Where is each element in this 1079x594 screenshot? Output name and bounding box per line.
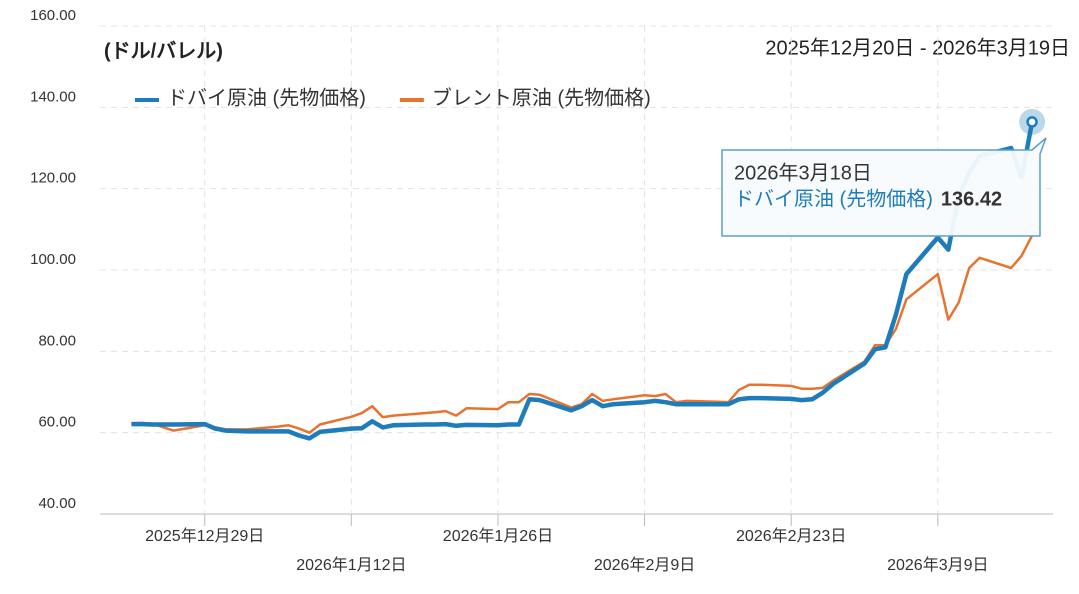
series-line <box>131 121 1035 441</box>
x-tick-label: 2026年3月9日 <box>887 556 988 574</box>
y-tick-label: 160.00 <box>30 7 76 24</box>
tooltip-value: 136.42 <box>941 188 1002 210</box>
x-tick-label: 2026年2月9日 <box>594 556 695 574</box>
x-tick-label: 2026年1月12日 <box>296 556 406 574</box>
tooltip-series: ドバイ原油 (先物価格) <box>734 187 933 210</box>
y-tick-label: 120.00 <box>30 170 76 187</box>
y-tick-label: 60.00 <box>38 414 76 431</box>
y-tick-label: 40.00 <box>38 495 76 512</box>
hover-point <box>1026 116 1038 128</box>
y-tick-label: 140.00 <box>30 88 76 105</box>
legend-label[interactable]: ドバイ原油 (先物価格) <box>167 86 366 109</box>
x-tick-label: 2026年1月26日 <box>443 527 553 545</box>
x-tick-label: 2026年2月23日 <box>736 527 846 545</box>
y-tick-label: 80.00 <box>38 332 76 349</box>
legend-label[interactable]: ブレント原油 (先物価格) <box>432 85 651 109</box>
series-line <box>131 234 1034 434</box>
x-tick-label: 2025年12月29日 <box>145 527 264 545</box>
date-range: 2025年12月20日 - 2026年3月19日 <box>765 36 1070 59</box>
y-tick-label: 100.00 <box>30 251 76 268</box>
y-axis-label: (ドル/バレル) <box>104 39 223 62</box>
tooltip-box <box>721 137 1047 237</box>
tooltip-date: 2026年3月18日 <box>734 161 872 184</box>
